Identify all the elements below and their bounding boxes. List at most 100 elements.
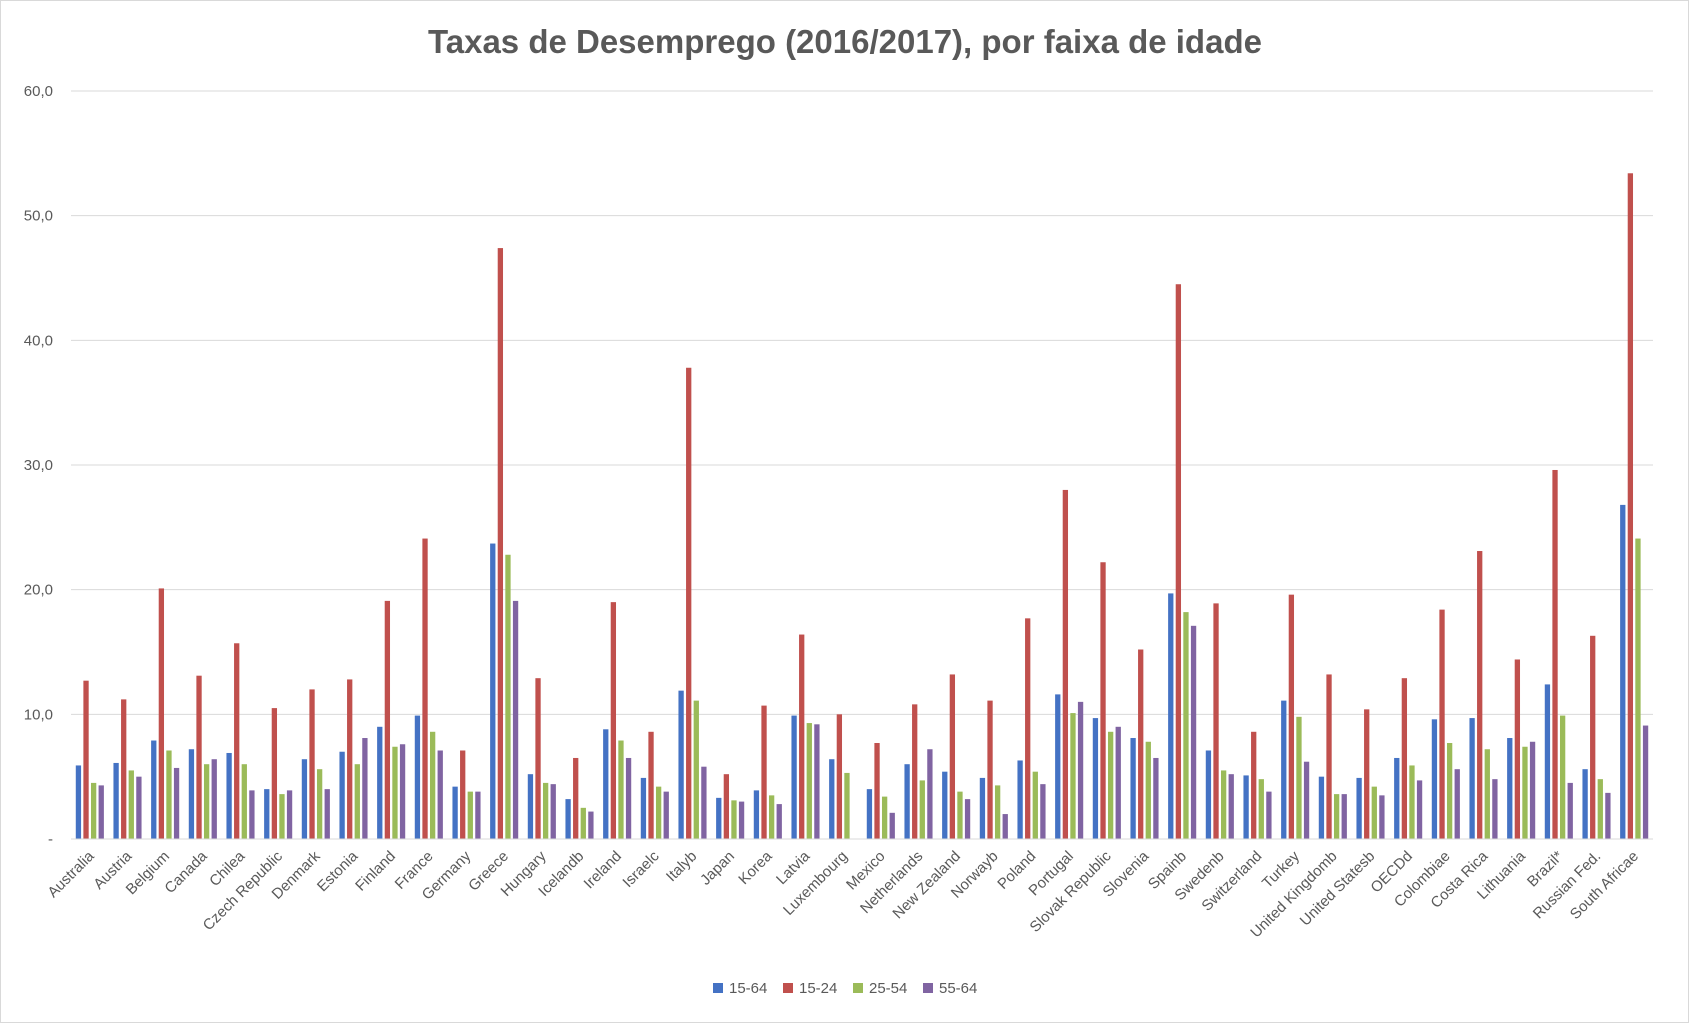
bar-15-24-Poland [1025, 618, 1031, 839]
bar-15-64-Finland [377, 726, 383, 839]
bar-15-24-Hungary [535, 678, 541, 839]
x-tick-label: Australia [44, 847, 98, 901]
y-tick-label: 10,0 [24, 706, 53, 723]
bar-55-64-Austria [136, 776, 142, 839]
x-tick-label: Finland [352, 848, 399, 895]
bar-15-64-Portugal [1055, 694, 1061, 839]
x-tick-label: Ireland [581, 848, 625, 892]
bar-55-64-Spainb [1190, 625, 1197, 839]
bar-15-64-Turkey [1281, 700, 1287, 839]
legend-swatch-55-64 [923, 983, 933, 993]
bar-15-64-OECDd [1394, 757, 1400, 839]
bar-15-64-Latvia [791, 715, 797, 839]
bar-15-24-Russian Fed. [1590, 635, 1596, 839]
bar-15-64-Austria [113, 762, 119, 839]
bar-15-64-United Kingdomb [1318, 776, 1325, 839]
bar-25-54-United Kingdomb [1333, 794, 1340, 839]
bar-15-24-Canada [196, 675, 202, 839]
bar-15-64-Italyb [678, 690, 684, 839]
bar-15-24-Korea [761, 705, 767, 839]
bar-25-54-Finland [392, 746, 398, 839]
bar-15-64-Norwayb [979, 777, 986, 839]
y-tick-label: 50,0 [24, 208, 53, 225]
bar-25-54-Colombiae [1446, 743, 1453, 839]
chart-title: Taxas de Desemprego (2016/2017), por fai… [428, 23, 1262, 60]
bar-55-64-Latvia [814, 724, 820, 839]
bar-15-64-Mexico [866, 789, 873, 839]
bar-15-24-Italyb [686, 367, 692, 839]
bar-55-64-Korea [776, 804, 782, 839]
legend-swatch-25-54 [853, 983, 863, 993]
bar-55-64-Canada [211, 759, 217, 839]
bar-15-24-Japan [723, 774, 730, 839]
bar-25-54-Korea [768, 795, 775, 839]
bar-55-64-United Statesb [1379, 795, 1385, 839]
bar-15-64-Canada [188, 749, 195, 839]
legend: 15-64 15-24 25-54 55-64 [713, 980, 977, 997]
bar-15-64-Brazil* [1544, 684, 1551, 839]
bar-15-24-Norwayb [987, 700, 993, 839]
bar-55-64-Australia [98, 785, 104, 839]
bar-15-64-Israelc [640, 777, 647, 839]
bar-15-24-Israelc [648, 731, 654, 839]
bar-25-54-Netherlands [919, 780, 925, 839]
bar-15-24-United Statesb [1364, 709, 1370, 839]
bar-25-54-New Zealand [957, 791, 963, 839]
bar-55-64-Finland [399, 744, 406, 839]
bar-25-54-Switzerland [1258, 779, 1264, 839]
bar-55-64-Poland [1040, 784, 1046, 839]
bar-55-64-Estonia [362, 738, 368, 839]
bar-55-64-Netherlands [927, 749, 933, 839]
x-axis-categories: AustraliaAustriaBelgiumCanadaChileaCzech… [44, 847, 1642, 941]
bar-15-24-France [422, 538, 428, 839]
bar-15-64-Denmark [301, 759, 308, 839]
bar-55-64-Ireland [625, 757, 632, 839]
bar-15-64-Korea [753, 790, 760, 839]
bar-25-54-Luxembourg [844, 772, 850, 839]
bar-55-64-Chilea [249, 790, 255, 839]
bar-55-64-Greece [512, 600, 519, 839]
bar-15-24-South Africae [1627, 173, 1634, 839]
bar-55-64-Colombiae [1454, 769, 1460, 839]
bar-15-64-Chilea [226, 752, 232, 839]
bar-15-64-Estonia [339, 751, 345, 839]
bar-15-24-Ireland [610, 602, 617, 839]
bar-15-24-Chilea [234, 643, 240, 839]
bar-25-54-Czech Republic [279, 794, 285, 839]
bar-55-64-Icelandb [588, 811, 594, 839]
bar-25-54-Turkey [1296, 716, 1302, 839]
bar-25-54-Israelc [655, 786, 662, 839]
bar-55-64-Norwayb [1002, 814, 1008, 839]
bar-15-24-Estonia [347, 679, 353, 839]
y-tick-label: 20,0 [24, 582, 53, 599]
bar-15-24-Australia [83, 680, 89, 839]
bar-25-54-Denmark [316, 769, 323, 839]
bar-15-24-New Zealand [949, 674, 956, 839]
bar-15-64-Ireland [603, 729, 609, 839]
legend-label: 15-64 [729, 980, 767, 997]
bar-25-54-Germany [467, 791, 473, 839]
bar-15-64-Spainb [1168, 593, 1174, 839]
bar-15-24-Netherlands [912, 704, 918, 839]
bar-15-24-Germany [460, 750, 466, 839]
bar-55-64-Mexico [889, 812, 895, 839]
bar-55-64-Italyb [701, 766, 707, 839]
bar-25-54-Belgium [166, 750, 172, 839]
bar-15-24-Swedenb [1213, 603, 1219, 839]
bar-55-64-Lithuania [1529, 741, 1536, 839]
bar-55-64-Swedenb [1228, 774, 1234, 839]
bar-15-24-Portugal [1062, 489, 1069, 839]
y-tick-label: 30,0 [24, 457, 53, 474]
bar-15-24-Finland [384, 600, 391, 839]
bar-25-54-Greece [505, 554, 511, 839]
y-tick-label: - [48, 831, 53, 848]
bars [75, 173, 1649, 839]
bar-55-64-Russian Fed. [1605, 792, 1611, 839]
bar-15-24-Costa Rica [1477, 551, 1483, 839]
bar-15-24-Belgium [158, 588, 165, 839]
gridlines [71, 90, 1653, 715]
bar-15-24-Denmark [309, 689, 315, 839]
bar-15-64-Colombiae [1431, 719, 1438, 839]
bar-25-54-Brazil* [1559, 715, 1566, 839]
